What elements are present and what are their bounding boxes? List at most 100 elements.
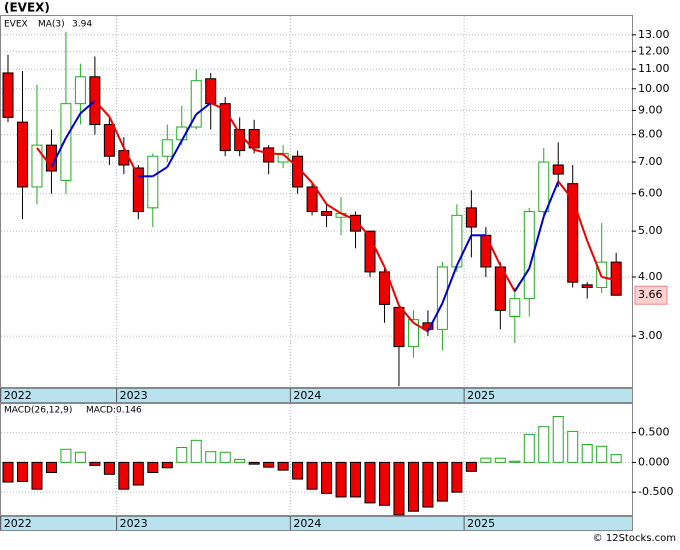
macd-bar	[263, 461, 275, 468]
macd-bar	[494, 457, 506, 463]
ma-segment	[326, 203, 342, 215]
macd-bar	[147, 461, 159, 474]
ma-segment	[499, 265, 516, 292]
candle-body	[364, 230, 376, 273]
ma-segment	[528, 216, 545, 269]
y-tick-label: 5.00	[638, 224, 663, 237]
ma-segment	[412, 321, 429, 333]
macd-bar	[335, 461, 347, 498]
x-tick-label: 2023	[120, 389, 148, 402]
x-tick-label: 2025	[467, 389, 495, 402]
candle-body	[31, 144, 43, 188]
ma-segment	[311, 182, 328, 205]
candle-body	[190, 80, 202, 128]
candle-body	[103, 124, 115, 157]
y-tick-label: 3.00	[638, 329, 663, 342]
macd-bar	[378, 461, 390, 506]
macd-bar	[596, 445, 608, 463]
candle-body	[321, 211, 333, 216]
candle-body	[538, 161, 550, 213]
macd-bar	[364, 461, 376, 504]
ma-segment	[282, 153, 299, 168]
macd-bar	[292, 461, 304, 480]
candle-body	[205, 78, 217, 105]
macd-bar	[552, 416, 564, 463]
macd-bar	[16, 461, 28, 482]
ma-segment	[586, 240, 603, 278]
y-tick-label: 11.00	[638, 62, 670, 75]
macd-bar	[277, 461, 289, 471]
ma-segment	[513, 267, 531, 292]
macd-bar	[190, 439, 202, 463]
ma-segment	[369, 236, 386, 268]
y-tick-label: 8.00	[638, 128, 663, 141]
ma-segment	[455, 234, 473, 266]
ma-segment	[296, 166, 313, 184]
ma-segment	[268, 152, 284, 156]
candle-body	[480, 234, 492, 268]
candle-body	[407, 319, 419, 348]
macd-bar	[465, 461, 477, 472]
macd-value: MACD:0.146	[86, 406, 142, 416]
candle-body	[147, 155, 159, 209]
y-tick-label: 7.00	[638, 155, 663, 168]
candle-body	[567, 183, 579, 283]
ma-segment	[122, 147, 140, 177]
ma-segment	[195, 102, 212, 116]
macd-bar	[45, 461, 57, 474]
x-tick-label: 2023	[120, 517, 148, 530]
candle-body	[89, 76, 101, 126]
candle-body	[219, 103, 231, 152]
price-frame	[0, 15, 633, 388]
candle-body	[306, 186, 318, 213]
macd-bar	[161, 461, 173, 469]
candle-body	[436, 266, 448, 330]
x-tick-label: 2022	[4, 517, 32, 530]
macd-bar	[248, 461, 260, 465]
ma-segment	[571, 199, 589, 242]
candle-body	[16, 121, 28, 188]
macd-bar	[451, 461, 463, 493]
candle-body	[509, 298, 521, 318]
macd-bar	[132, 461, 144, 486]
y-tick-label: -0.500	[638, 485, 673, 498]
ma-segment	[354, 219, 371, 239]
candle-body	[74, 76, 86, 105]
macd-bar	[393, 461, 405, 516]
ma-segment	[108, 116, 125, 149]
macd-bar	[422, 461, 434, 508]
ma-segment	[601, 276, 617, 282]
macd-bar	[176, 446, 188, 463]
ma-segment	[36, 147, 53, 168]
x-tick-label: 2024	[293, 517, 321, 530]
y-tick-label: 13.00	[638, 28, 670, 41]
legend-ma-value: 3.94	[72, 20, 92, 30]
macd-bar	[103, 461, 115, 475]
x-tick-label: 2022	[4, 389, 32, 402]
ma-segment	[427, 302, 444, 332]
ma-segment	[152, 166, 168, 178]
candle-body	[552, 164, 564, 175]
ma-segment	[398, 304, 415, 324]
ma-segment	[441, 265, 458, 304]
macd-bar	[480, 457, 492, 463]
macd-bar	[306, 461, 318, 490]
footer: © 12Stocks.com	[593, 533, 676, 544]
macd-bar	[523, 433, 535, 463]
legend-ma: MA(3)	[38, 20, 65, 30]
chart-title: (EVEX)	[4, 1, 50, 15]
last-price-box	[634, 285, 668, 305]
candle-body	[132, 167, 144, 213]
y-tick-label: 6.00	[638, 187, 663, 200]
candle-body	[263, 147, 275, 163]
y-tick-label: 9.00	[638, 103, 663, 116]
macd-bar	[234, 458, 246, 463]
candle-body	[378, 271, 390, 305]
macd-bar	[436, 461, 448, 502]
ma-segment	[542, 181, 560, 217]
candle-body	[161, 139, 173, 157]
macd-bar	[610, 454, 622, 463]
macd-bar	[581, 444, 593, 463]
candle-body	[581, 284, 593, 289]
